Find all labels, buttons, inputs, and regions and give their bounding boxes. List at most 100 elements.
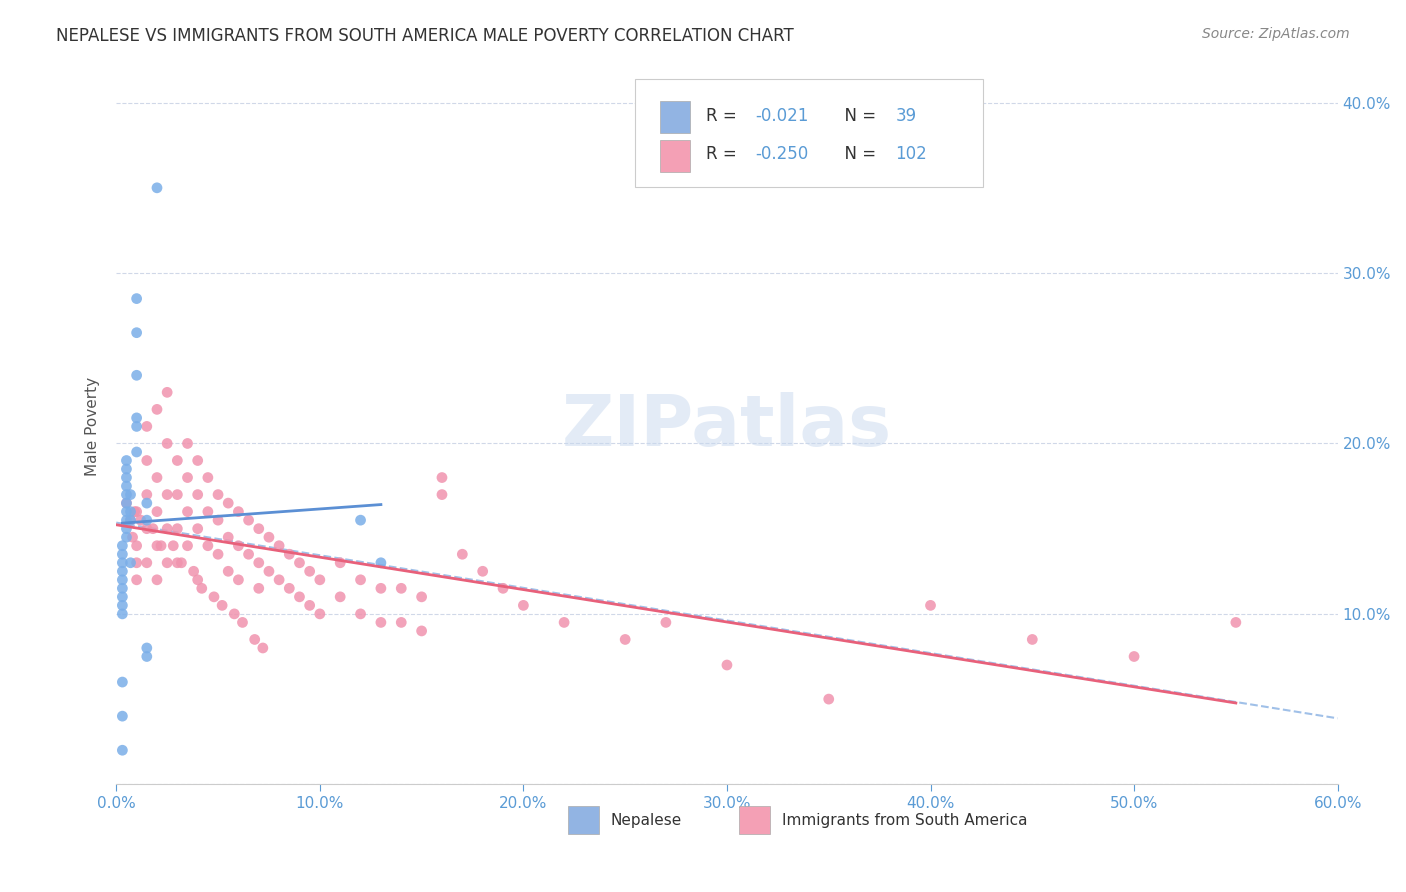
- Point: [370, 615, 392, 630]
- Point: [115, 496, 138, 510]
- Point: [115, 505, 138, 519]
- Point: [166, 556, 188, 570]
- Point: [111, 599, 134, 613]
- Point: [166, 487, 188, 501]
- Text: NEPALESE VS IMMIGRANTS FROM SOUTH AMERICA MALE POVERTY CORRELATION CHART: NEPALESE VS IMMIGRANTS FROM SOUTH AMERIC…: [56, 27, 794, 45]
- Point: [217, 564, 239, 578]
- Point: [349, 513, 371, 527]
- Point: [125, 292, 148, 306]
- Point: [125, 445, 148, 459]
- Text: -0.021: -0.021: [755, 107, 808, 126]
- Point: [125, 573, 148, 587]
- Text: R =: R =: [706, 145, 742, 163]
- Point: [288, 590, 311, 604]
- Point: [207, 487, 229, 501]
- Point: [156, 556, 179, 570]
- Point: [111, 675, 134, 690]
- Point: [238, 513, 260, 527]
- Point: [156, 522, 179, 536]
- Point: [121, 530, 143, 544]
- Point: [298, 599, 321, 613]
- Point: [162, 539, 184, 553]
- Point: [115, 522, 138, 536]
- Point: [202, 590, 225, 604]
- Point: [1021, 632, 1043, 647]
- Point: [176, 436, 198, 450]
- Text: 102: 102: [896, 145, 927, 163]
- Point: [111, 556, 134, 570]
- Point: [228, 539, 250, 553]
- Point: [166, 522, 188, 536]
- Point: [231, 615, 253, 630]
- Point: [125, 505, 148, 519]
- Point: [329, 556, 352, 570]
- Point: [247, 582, 270, 596]
- Point: [120, 513, 142, 527]
- Point: [111, 607, 134, 621]
- Text: -0.250: -0.250: [755, 145, 808, 163]
- Point: [430, 487, 453, 501]
- Point: [655, 615, 678, 630]
- Point: [217, 530, 239, 544]
- Point: [156, 385, 179, 400]
- Point: [135, 453, 157, 467]
- Point: [349, 607, 371, 621]
- Point: [278, 582, 301, 596]
- Point: [247, 522, 270, 536]
- Point: [553, 615, 575, 630]
- Point: [135, 640, 157, 655]
- Point: [247, 556, 270, 570]
- Point: [238, 547, 260, 561]
- Point: [135, 522, 157, 536]
- Point: [150, 539, 173, 553]
- Point: [716, 658, 738, 673]
- Point: [257, 530, 280, 544]
- Point: [176, 505, 198, 519]
- Text: R =: R =: [706, 107, 742, 126]
- Point: [1123, 649, 1146, 664]
- Point: [120, 513, 142, 527]
- Point: [211, 599, 233, 613]
- Point: [224, 607, 246, 621]
- FancyBboxPatch shape: [740, 805, 769, 834]
- Point: [349, 573, 371, 587]
- Point: [389, 582, 412, 596]
- Point: [451, 547, 474, 561]
- Point: [115, 453, 138, 467]
- Point: [217, 496, 239, 510]
- Point: [111, 709, 134, 723]
- Point: [125, 556, 148, 570]
- Point: [183, 564, 205, 578]
- Point: [135, 419, 157, 434]
- Point: [411, 624, 433, 638]
- Point: [156, 487, 179, 501]
- FancyBboxPatch shape: [636, 79, 983, 186]
- Point: [269, 539, 291, 553]
- Point: [187, 453, 209, 467]
- Point: [197, 505, 219, 519]
- FancyBboxPatch shape: [568, 805, 599, 834]
- Point: [389, 615, 412, 630]
- Point: [228, 505, 250, 519]
- Text: Immigrants from South America: Immigrants from South America: [782, 813, 1028, 828]
- Point: [111, 564, 134, 578]
- Point: [111, 573, 134, 587]
- Point: [146, 181, 169, 195]
- Point: [120, 556, 142, 570]
- Point: [269, 573, 291, 587]
- Point: [111, 582, 134, 596]
- Point: [125, 539, 148, 553]
- Point: [125, 410, 148, 425]
- Text: ZIPatlas: ZIPatlas: [562, 392, 891, 461]
- Point: [115, 479, 138, 493]
- Point: [146, 573, 169, 587]
- Point: [125, 419, 148, 434]
- Point: [115, 462, 138, 476]
- Point: [120, 505, 142, 519]
- Point: [512, 599, 534, 613]
- Point: [146, 470, 169, 484]
- Point: [228, 573, 250, 587]
- Text: N =: N =: [834, 145, 882, 163]
- Point: [298, 564, 321, 578]
- Point: [1225, 615, 1247, 630]
